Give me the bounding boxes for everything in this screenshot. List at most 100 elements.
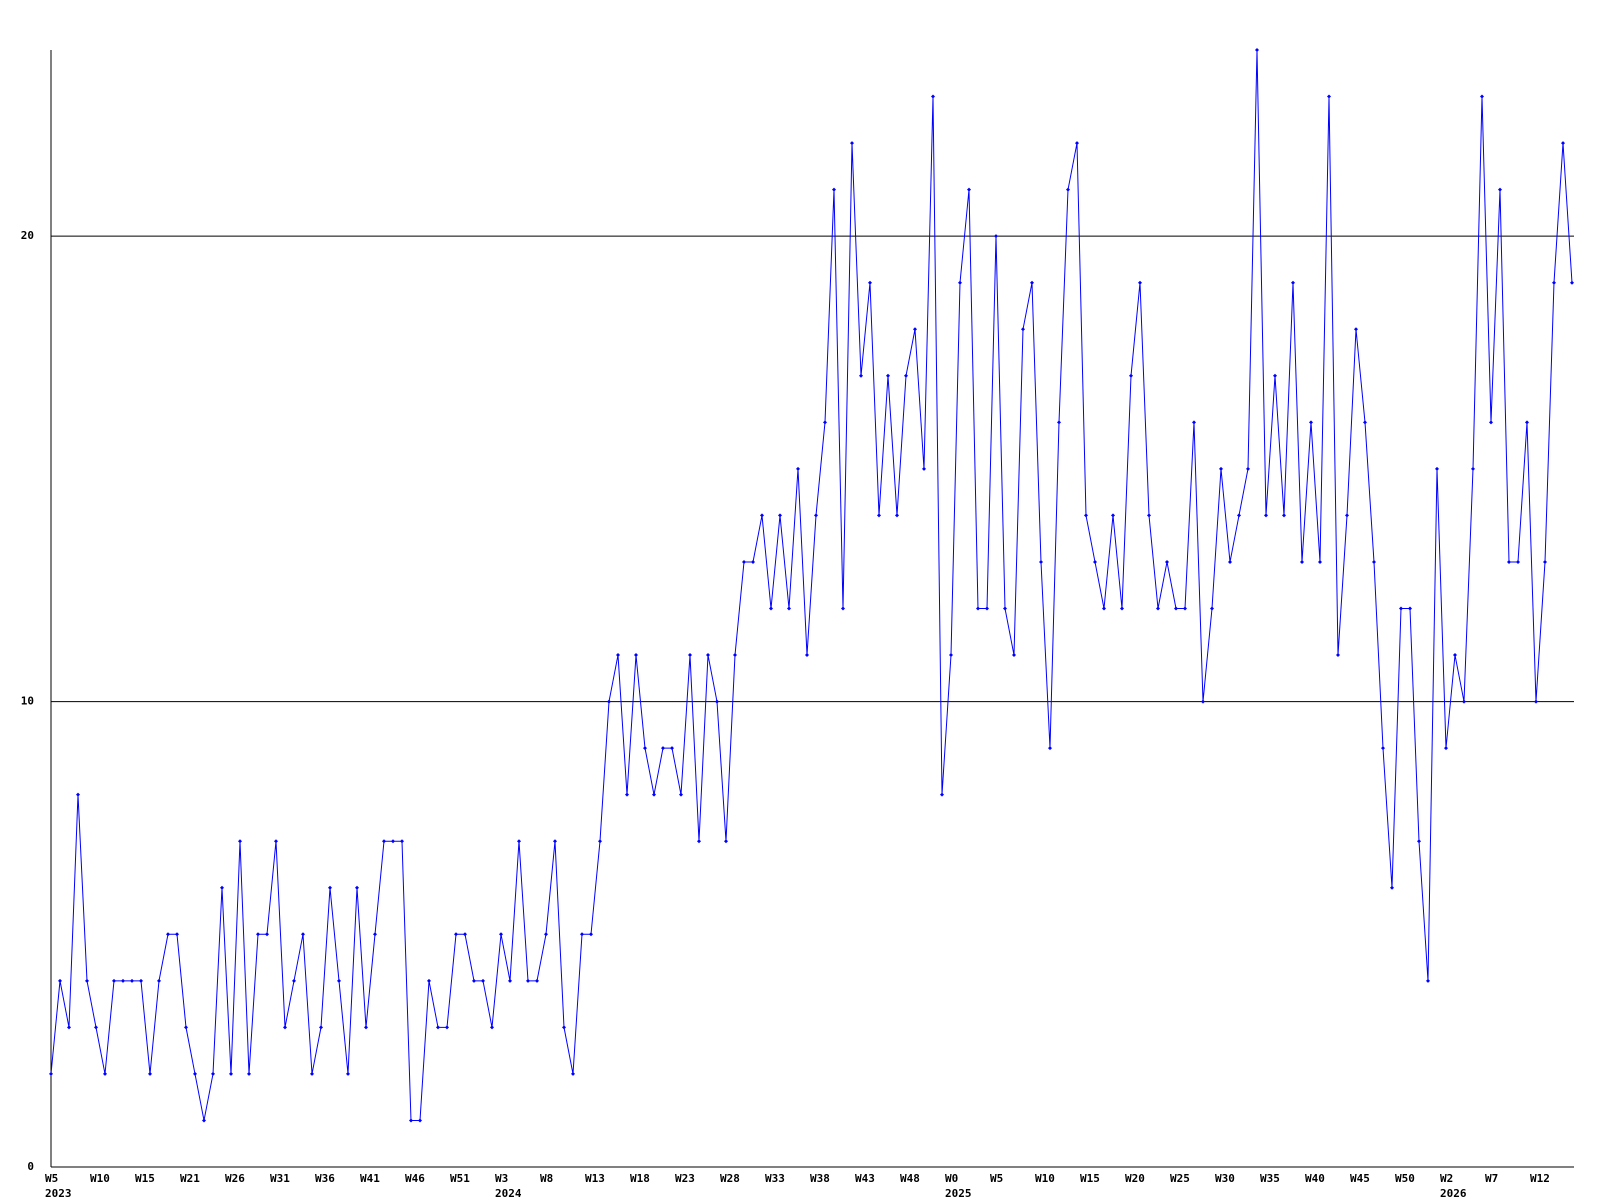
point-marker bbox=[1426, 978, 1430, 983]
point-marker bbox=[1363, 420, 1367, 425]
point-marker bbox=[607, 699, 611, 704]
point-marker bbox=[94, 1025, 98, 1030]
point-marker bbox=[283, 1025, 287, 1030]
x-tick-label: W2 bbox=[1440, 1172, 1453, 1185]
point-marker bbox=[220, 885, 224, 890]
point-marker bbox=[1138, 280, 1142, 285]
point-marker bbox=[517, 839, 521, 844]
point-marker bbox=[472, 978, 476, 983]
point-marker bbox=[1390, 885, 1394, 890]
point-marker bbox=[634, 653, 638, 658]
point-marker bbox=[1237, 513, 1241, 518]
point-marker bbox=[562, 1025, 566, 1030]
point-marker bbox=[211, 1071, 215, 1076]
point-marker bbox=[337, 978, 341, 983]
point-marker bbox=[724, 839, 728, 844]
point-marker bbox=[1147, 513, 1151, 518]
point-marker bbox=[526, 978, 530, 983]
point-marker bbox=[904, 373, 908, 378]
y-tick-label: 20 bbox=[21, 229, 34, 242]
point-marker bbox=[940, 792, 944, 797]
point-marker bbox=[193, 1071, 197, 1076]
point-marker bbox=[319, 1025, 323, 1030]
point-marker bbox=[364, 1025, 368, 1030]
point-marker bbox=[985, 606, 989, 611]
point-marker bbox=[1309, 420, 1313, 425]
point-marker bbox=[463, 932, 467, 937]
x-tick-label: W46 bbox=[405, 1172, 425, 1185]
point-marker bbox=[157, 978, 161, 983]
point-marker bbox=[85, 978, 89, 983]
point-marker bbox=[274, 839, 278, 844]
point-marker bbox=[382, 839, 386, 844]
point-marker bbox=[994, 234, 998, 239]
point-marker bbox=[148, 1071, 152, 1076]
point-marker bbox=[481, 978, 485, 983]
point-marker bbox=[958, 280, 962, 285]
point-marker bbox=[949, 653, 953, 658]
point-marker bbox=[1057, 420, 1061, 425]
point-marker bbox=[877, 513, 881, 518]
series-line bbox=[50, 49, 1573, 1121]
x-tick-label: W12 bbox=[1530, 1172, 1550, 1185]
point-marker bbox=[1462, 699, 1466, 704]
point-marker bbox=[1120, 606, 1124, 611]
x-tick-label: W5 bbox=[990, 1172, 1003, 1185]
point-marker bbox=[1264, 513, 1268, 518]
point-marker bbox=[490, 1025, 494, 1030]
point-marker bbox=[1525, 420, 1529, 425]
point-marker bbox=[778, 513, 782, 518]
point-marker bbox=[841, 606, 845, 611]
x-tick-label: W51 bbox=[450, 1172, 470, 1185]
point-marker bbox=[895, 513, 899, 518]
x-tick-label: W28 bbox=[720, 1172, 740, 1185]
point-marker bbox=[301, 932, 305, 937]
x-year-label: 2024 bbox=[495, 1187, 522, 1200]
point-marker bbox=[553, 839, 557, 844]
x-tick-label: W36 bbox=[315, 1172, 335, 1185]
point-marker bbox=[328, 885, 332, 890]
point-marker bbox=[1093, 559, 1097, 564]
point-marker bbox=[1129, 373, 1133, 378]
x-tick-label: W15 bbox=[1080, 1172, 1100, 1185]
point-marker bbox=[913, 327, 917, 332]
point-marker bbox=[535, 978, 539, 983]
x-tick-label: W8 bbox=[540, 1172, 553, 1185]
point-marker bbox=[1444, 746, 1448, 751]
point-marker bbox=[49, 1071, 53, 1076]
point-marker bbox=[1570, 280, 1574, 285]
point-marker bbox=[1381, 746, 1385, 751]
x-tick-label: W10 bbox=[1035, 1172, 1055, 1185]
x-tick-label: W30 bbox=[1215, 1172, 1235, 1185]
point-marker bbox=[391, 839, 395, 844]
point-marker bbox=[805, 653, 809, 658]
point-marker bbox=[427, 978, 431, 983]
point-marker bbox=[1111, 513, 1115, 518]
point-marker bbox=[1435, 466, 1439, 471]
point-marker bbox=[445, 1025, 449, 1030]
x-tick-label: W26 bbox=[225, 1172, 245, 1185]
point-marker bbox=[175, 932, 179, 937]
point-marker bbox=[292, 978, 296, 983]
point-marker bbox=[544, 932, 548, 937]
point-marker bbox=[688, 653, 692, 658]
point-marker bbox=[886, 373, 890, 378]
point-marker bbox=[112, 978, 116, 983]
point-marker bbox=[1516, 559, 1520, 564]
point-marker bbox=[1021, 327, 1025, 332]
point-marker bbox=[850, 141, 854, 146]
point-marker bbox=[1534, 699, 1538, 704]
point-marker bbox=[1327, 94, 1331, 99]
point-marker bbox=[67, 1025, 71, 1030]
x-tick-label: W40 bbox=[1305, 1172, 1325, 1185]
point-marker bbox=[931, 94, 935, 99]
x-year-label: 2025 bbox=[945, 1187, 972, 1200]
point-marker bbox=[580, 932, 584, 937]
point-marker bbox=[1291, 280, 1295, 285]
point-marker bbox=[625, 792, 629, 797]
x-tick-label: W21 bbox=[180, 1172, 200, 1185]
point-marker bbox=[310, 1071, 314, 1076]
point-marker bbox=[814, 513, 818, 518]
point-marker bbox=[1489, 420, 1493, 425]
